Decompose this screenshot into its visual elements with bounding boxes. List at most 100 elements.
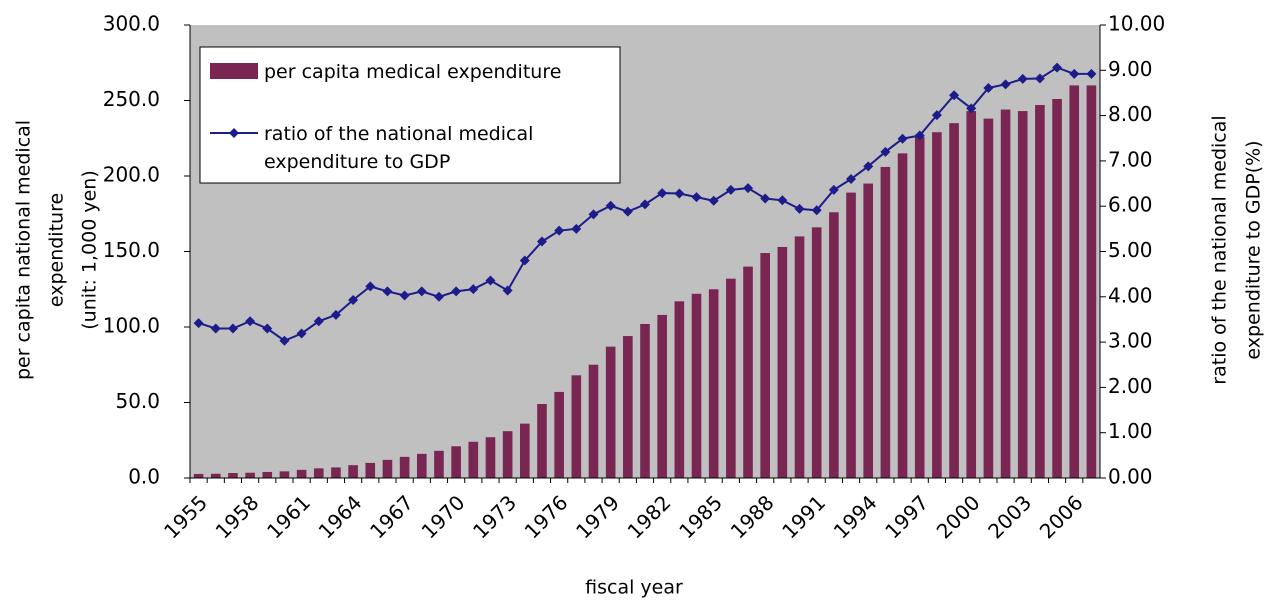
x-tick-label: 1988 xyxy=(726,490,779,543)
bar xyxy=(1069,85,1080,479)
x-tick-label: 1967 xyxy=(365,490,418,543)
bar xyxy=(485,437,496,478)
line-marker xyxy=(657,188,668,199)
y2-tick-label: 5.00 xyxy=(1108,238,1153,262)
y2-tick-label: 4.00 xyxy=(1108,283,1153,307)
bar xyxy=(743,266,753,478)
bar xyxy=(657,314,667,478)
y-axis-title: per capita national medical xyxy=(13,120,35,380)
line-marker xyxy=(1000,79,1011,90)
line-marker xyxy=(931,110,942,121)
bar xyxy=(777,246,788,478)
line-marker xyxy=(330,309,341,320)
bar xyxy=(588,364,599,478)
legend-label-box: per capita medical expenditure xyxy=(264,61,561,83)
bar xyxy=(914,136,925,479)
y-tick-label: 200.0 xyxy=(103,163,160,187)
y2-tick-label: 7.00 xyxy=(1108,147,1153,171)
bar xyxy=(416,453,427,478)
line-marker xyxy=(1017,73,1028,84)
line-marker xyxy=(519,255,530,266)
line-marker xyxy=(1086,68,1097,79)
line-marker xyxy=(1069,68,1080,79)
x-tick-label: 2006 xyxy=(1035,490,1088,543)
line-marker xyxy=(468,284,479,295)
bar xyxy=(760,253,770,478)
line-marker xyxy=(451,286,462,297)
y2-tick-label: 3.00 xyxy=(1108,329,1153,353)
bar xyxy=(228,473,238,478)
line-marker xyxy=(966,103,977,114)
line-marker xyxy=(691,192,702,203)
bar xyxy=(966,111,977,478)
line-marker xyxy=(1052,62,1063,73)
bar xyxy=(708,289,719,478)
legend-label: ratio of the national medical expenditur… xyxy=(264,123,534,173)
bar xyxy=(279,471,290,478)
bar xyxy=(1017,111,1028,478)
line-marker xyxy=(536,236,547,247)
line-marker xyxy=(725,184,736,195)
bar xyxy=(846,192,856,479)
legend-label-box: ratio of the national medical expenditur… xyxy=(264,123,534,173)
bar xyxy=(520,423,530,478)
bar xyxy=(468,441,479,478)
line-marker xyxy=(227,323,238,334)
y2-tick-label: 2.00 xyxy=(1108,374,1153,398)
x-tick-label: 1976 xyxy=(520,490,573,543)
line-marker xyxy=(399,290,410,301)
bar xyxy=(897,153,908,478)
y-tick-label: 250.0 xyxy=(103,87,160,111)
x-tick-label: 1964 xyxy=(314,490,367,543)
x-tick-label: 1961 xyxy=(262,490,315,543)
bar xyxy=(262,471,273,478)
y2-tick-label: 6.00 xyxy=(1108,193,1153,217)
y-tick-label: 300.0 xyxy=(103,12,160,36)
bar xyxy=(863,183,874,479)
bar xyxy=(313,468,324,478)
line-marker xyxy=(880,146,891,157)
bar xyxy=(193,473,204,478)
line-marker xyxy=(846,174,857,185)
y2-tick-label: 1.00 xyxy=(1108,419,1153,443)
x-tick-label: 1982 xyxy=(623,490,676,543)
line-marker xyxy=(914,130,925,141)
x-tick-label: 2003 xyxy=(983,490,1036,543)
bar xyxy=(605,346,616,478)
line-marker xyxy=(348,294,359,305)
line-marker xyxy=(708,195,719,206)
line-marker xyxy=(279,335,290,346)
legend-swatch xyxy=(210,63,258,79)
bar xyxy=(1035,105,1045,478)
x-tick-label: 1994 xyxy=(829,490,882,543)
y2-tick-label: 8.00 xyxy=(1108,102,1153,126)
y2-tick-label: 9.00 xyxy=(1108,57,1153,81)
line-marker xyxy=(313,316,324,327)
line-marker xyxy=(416,286,427,297)
line-marker xyxy=(485,275,496,286)
y-tick-label: 50.0 xyxy=(115,389,160,413)
x-axis-title: fiscal year xyxy=(585,577,683,599)
line-marker xyxy=(502,285,513,296)
y2-axis-title: ratio of the national medical xyxy=(1209,115,1231,384)
bar xyxy=(537,404,547,478)
line-marker xyxy=(1034,73,1045,84)
bar xyxy=(674,301,685,478)
y-tick-label: 0.0 xyxy=(128,465,160,489)
y2-tick-label: 10.00 xyxy=(1108,12,1165,36)
bar xyxy=(245,472,255,478)
line-marker xyxy=(828,184,839,195)
line-marker xyxy=(811,205,822,216)
x-tick-label: 1979 xyxy=(571,490,624,543)
y-axis-title: (unit: 1,000 yen) xyxy=(79,170,101,330)
x-tick-label: 1985 xyxy=(674,490,727,543)
line-marker xyxy=(863,161,874,172)
y2-axis-title: expenditure to GDP(%) xyxy=(1243,140,1265,359)
bar xyxy=(880,166,891,478)
line-marker xyxy=(588,209,599,220)
line-marker xyxy=(262,323,273,334)
bar xyxy=(296,469,307,478)
bar xyxy=(365,462,376,478)
line-marker xyxy=(743,183,754,194)
bar xyxy=(1086,85,1097,479)
